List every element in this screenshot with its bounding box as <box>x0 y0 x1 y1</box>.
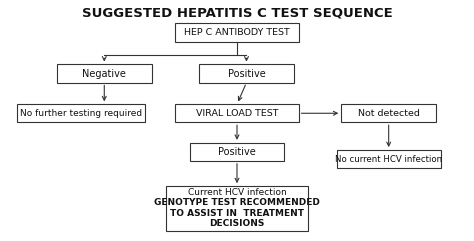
Text: SUGGESTED HEPATITIS C TEST SEQUENCE: SUGGESTED HEPATITIS C TEST SEQUENCE <box>82 6 392 19</box>
Text: Not detected: Not detected <box>358 109 419 118</box>
Text: DECISIONS: DECISIONS <box>210 219 264 228</box>
Text: No further testing required: No further testing required <box>19 109 142 118</box>
Text: Positive: Positive <box>228 68 265 79</box>
Text: HEP C ANTIBODY TEST: HEP C ANTIBODY TEST <box>184 28 290 37</box>
Bar <box>166 186 308 231</box>
Bar <box>175 104 299 122</box>
Bar <box>17 104 145 122</box>
Text: VIRAL LOAD TEST: VIRAL LOAD TEST <box>196 109 278 118</box>
Bar <box>190 143 284 161</box>
Bar <box>337 150 441 168</box>
Bar <box>341 104 436 122</box>
Text: TO ASSIST IN  TREATMENT: TO ASSIST IN TREATMENT <box>170 209 304 218</box>
Text: Current HCV infection: Current HCV infection <box>188 188 286 197</box>
Text: Negative: Negative <box>82 68 126 79</box>
Text: No current HCV infection: No current HCV infection <box>335 154 442 164</box>
Text: Positive: Positive <box>218 147 256 157</box>
Text: GENOTYPE TEST RECOMMENDED: GENOTYPE TEST RECOMMENDED <box>154 198 320 207</box>
Bar <box>57 65 152 82</box>
Bar <box>175 24 299 41</box>
Bar <box>199 65 294 82</box>
